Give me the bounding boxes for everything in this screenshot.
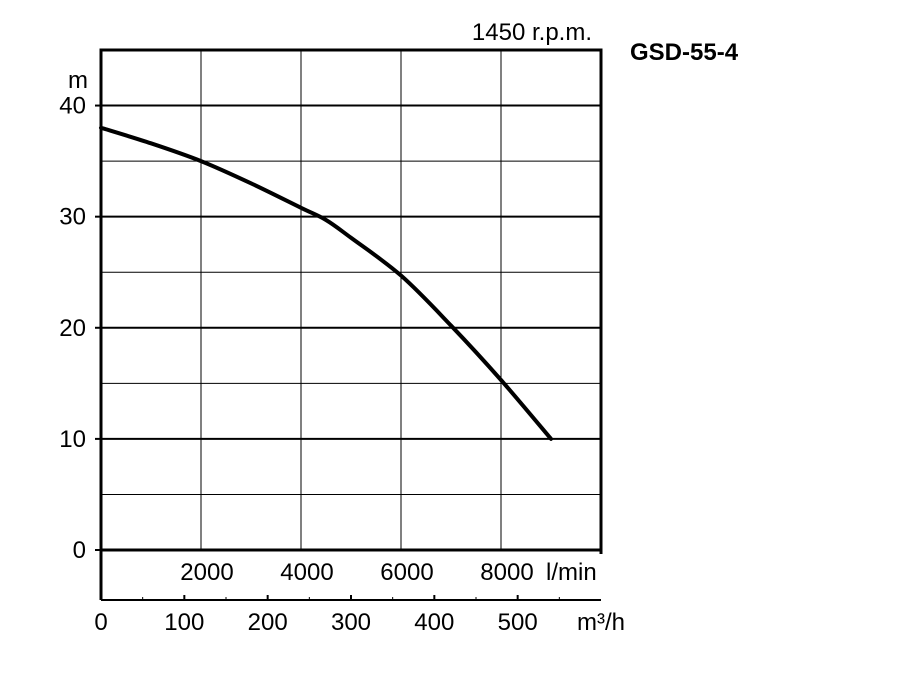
- y-tick-label: 30: [59, 204, 86, 231]
- plot-border: [99, 48, 603, 552]
- x-tick-label-m3h: 0: [94, 609, 107, 636]
- plot-frame: [95, 48, 603, 601]
- y-axis-label: m: [68, 67, 88, 94]
- x-tick-label-m3h: 300: [331, 609, 371, 636]
- x-tick-label-m3h: 100: [164, 609, 204, 636]
- chart-title: GSD-55-4: [630, 39, 739, 66]
- x-tick-label-lmin: 2000: [180, 559, 233, 586]
- x-unit-lmin: l/min: [546, 559, 597, 586]
- y-tick-label: 0: [73, 537, 86, 564]
- x-tick-label-lmin: 8000: [480, 559, 533, 586]
- x-tick-label-m3h: 400: [414, 609, 454, 636]
- chart-subtitle: 1450 r.p.m.: [472, 19, 592, 46]
- y-tick-label: 10: [59, 426, 86, 453]
- grid: [101, 50, 601, 550]
- y-tick-label: 20: [59, 315, 86, 342]
- x-unit-m3h: m³/h: [577, 609, 625, 636]
- y-tick-label: 40: [59, 93, 86, 120]
- x-tick-label-lmin: 6000: [380, 559, 433, 586]
- label-layer: GSD-55-4 1450 r.p.m. m l/min m³/h 0 10 20 3…: [59, 19, 738, 636]
- x-tick-label-m3h: 200: [248, 609, 288, 636]
- x-tick-label-m3h: 500: [498, 609, 538, 636]
- head-curve-line: [99, 125, 553, 441]
- x-tick-label-lmin: 4000: [280, 559, 333, 586]
- curve-layer: [99, 125, 553, 441]
